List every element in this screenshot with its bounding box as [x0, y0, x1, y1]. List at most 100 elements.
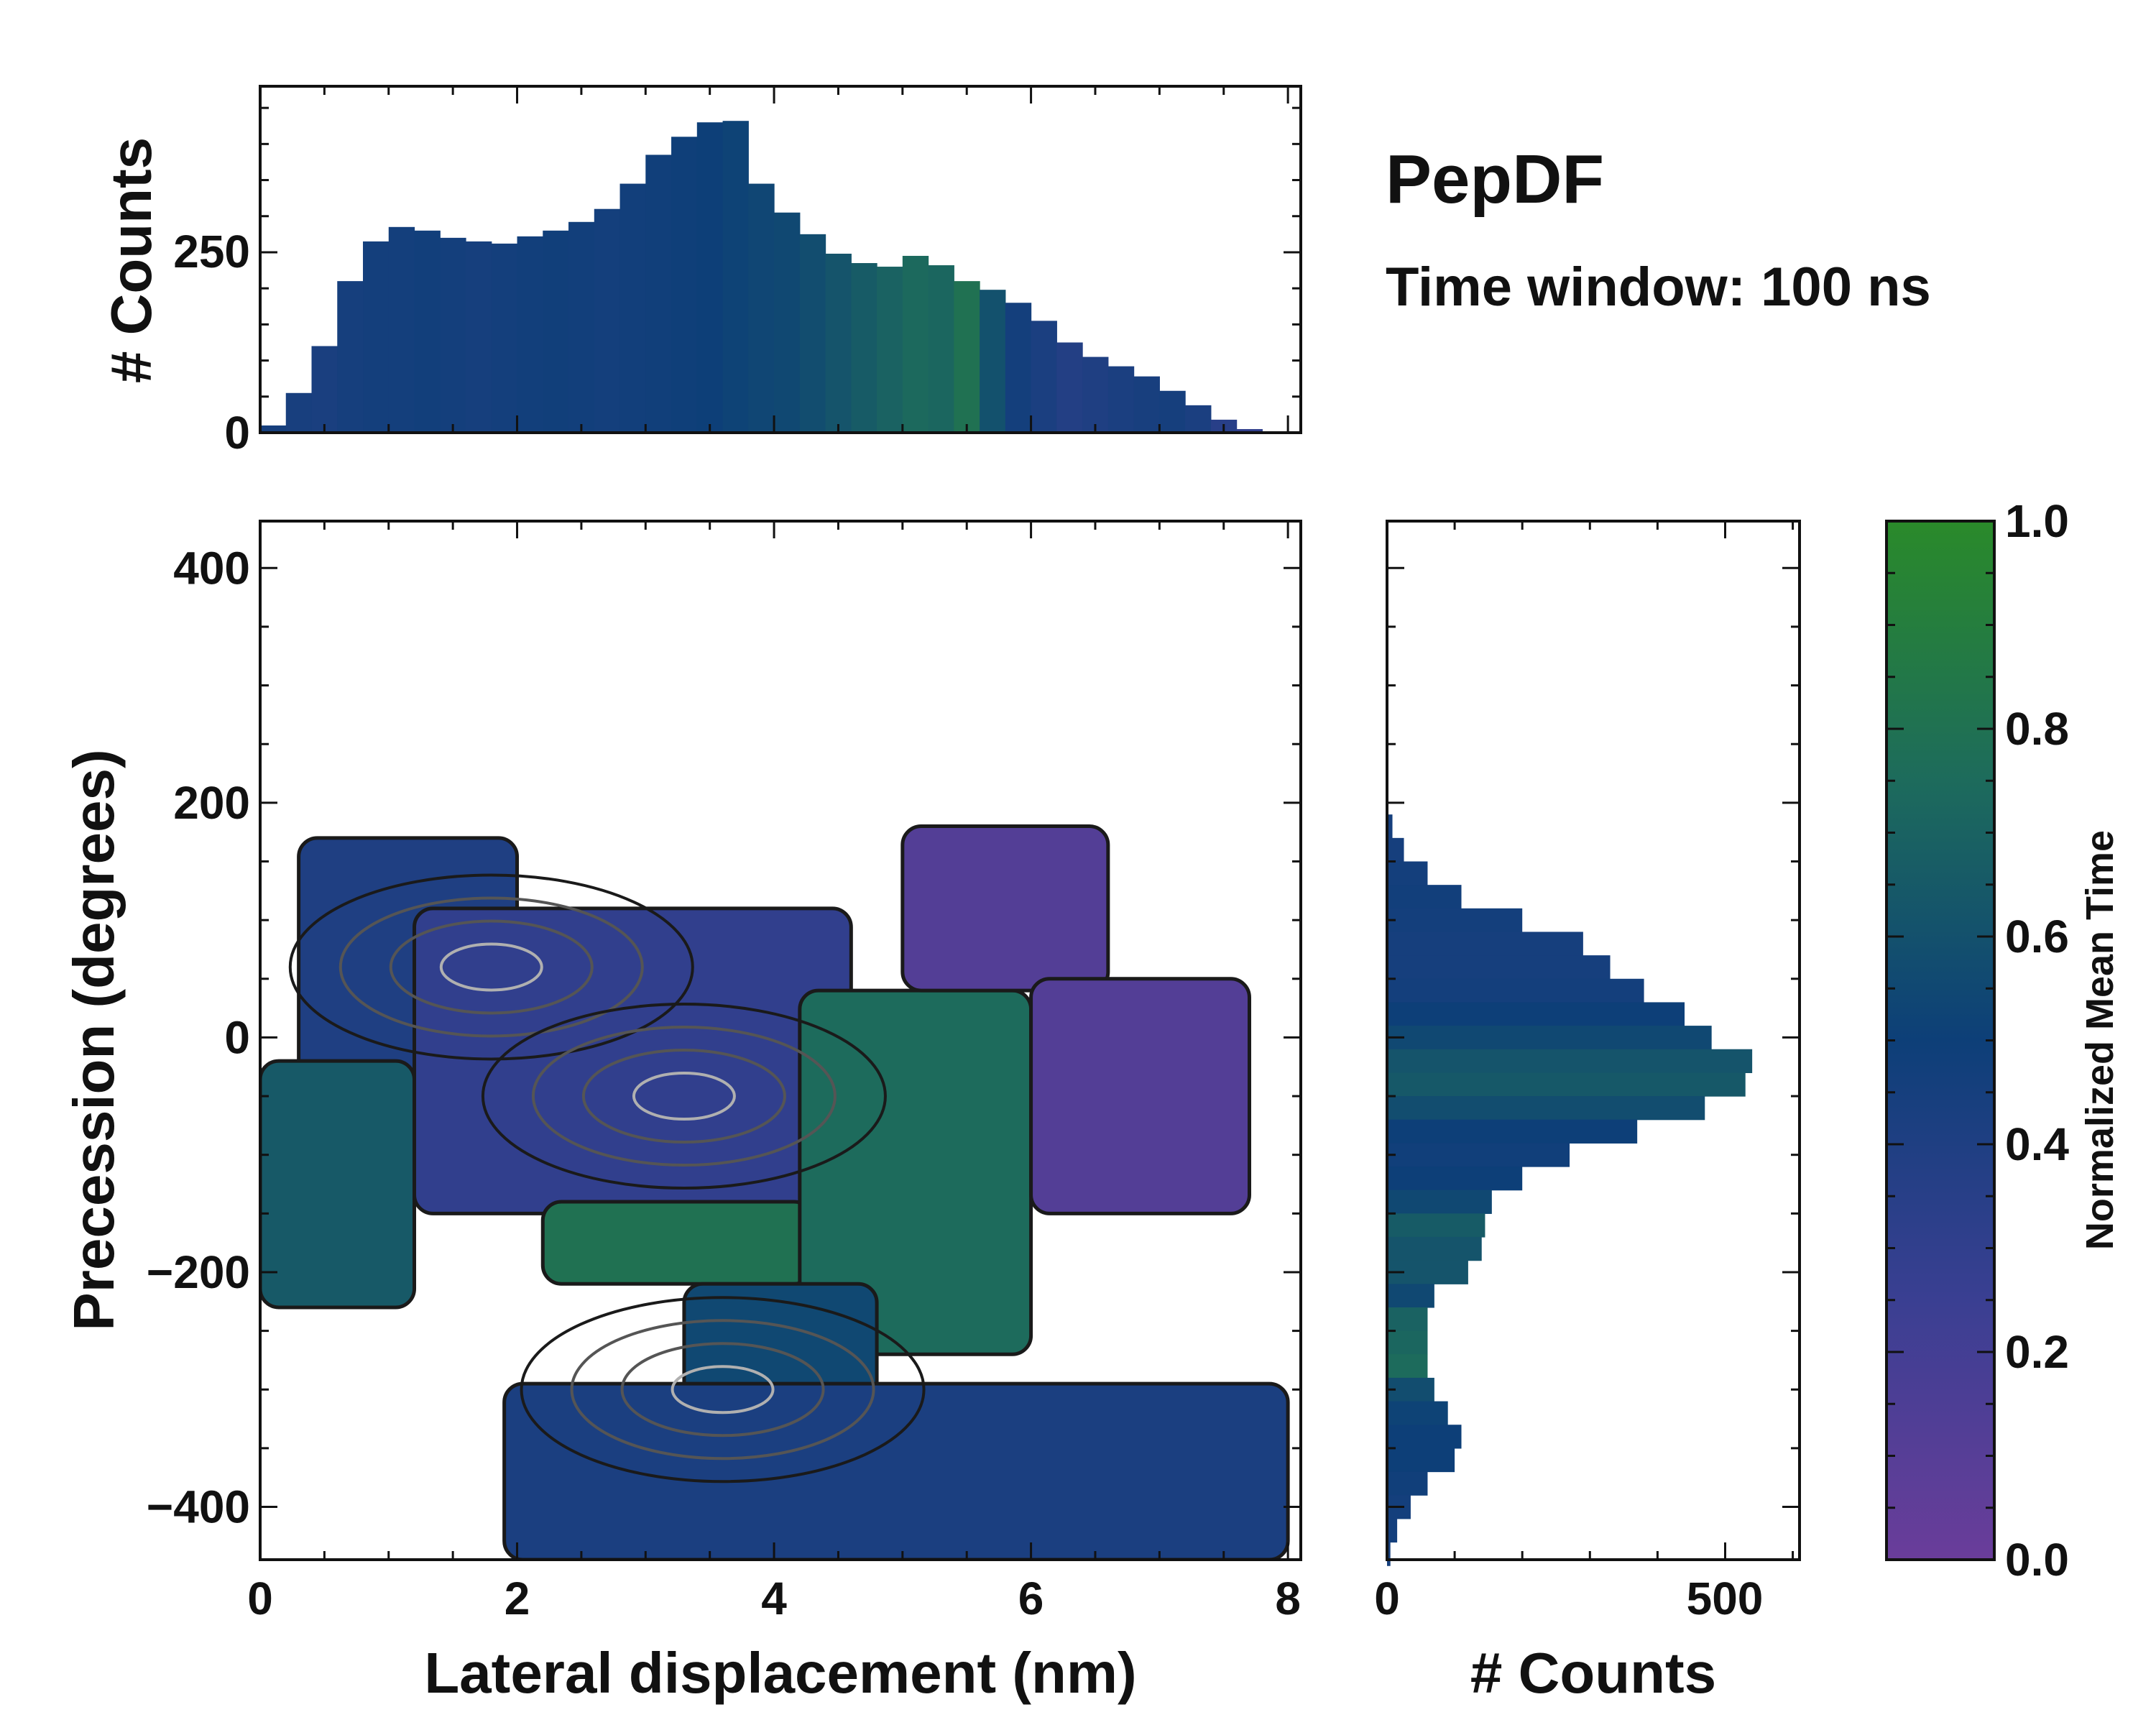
- right-histogram-bar: [1387, 978, 1644, 1003]
- top-histogram-bar: [363, 241, 390, 433]
- top-histogram-bar: [414, 230, 441, 433]
- density-contour: [531, 1026, 837, 1167]
- top-histogram-frame: [259, 85, 1302, 434]
- right-histogram-ticks: [1386, 521, 1800, 1560]
- density-contour: [581, 1049, 786, 1144]
- heatmap-region: [413, 906, 853, 1215]
- colorbar-tick-label: 0.6: [2005, 911, 2069, 962]
- figure-subtitle: Time window: 100 ns: [1386, 257, 1931, 318]
- main-ytick-label: −400: [147, 1481, 250, 1533]
- right-histogram-bar: [1387, 1471, 1428, 1496]
- main-ytick-label: 0: [224, 1011, 250, 1063]
- top-histogram-ticks: [259, 86, 1301, 434]
- right-histogram-bar: [1387, 1401, 1448, 1425]
- colorbar-tick-label: 1.0: [2005, 495, 2069, 547]
- colorbar-tick-label: 0.2: [2005, 1326, 2069, 1378]
- right-histogram-bar: [1387, 1307, 1428, 1332]
- main-xtick-labels: 0 2 4 6 8: [247, 1573, 1301, 1624]
- density-contour: [439, 942, 543, 992]
- right-histogram-bar: [1387, 1002, 1685, 1026]
- density-contour: [671, 1365, 775, 1414]
- right-histogram-panel: 0 500 # Counts: [1374, 520, 1801, 1705]
- top-histogram-bar: [774, 212, 801, 433]
- colorbar-tick-label: 0.8: [2005, 703, 2069, 755]
- colorbar-label: Normalized Mean Time: [2078, 830, 2122, 1250]
- right-histogram-bar: [1387, 861, 1428, 886]
- figure-title: PepDF: [1386, 141, 1604, 218]
- density-contour: [481, 1003, 887, 1190]
- main-heatmap-panel: 0 2 4 6 8 400 200 0 −200 −400 Lateral displaceme…: [62, 520, 1302, 1705]
- right-xtick-label-500: 500: [1687, 1573, 1764, 1624]
- top-histogram-bar: [1056, 342, 1083, 433]
- top-histogram-bar: [619, 183, 646, 433]
- top-histogram-ylabel: # Counts: [99, 137, 163, 383]
- right-histogram-frame: [1386, 520, 1801, 1561]
- right-histogram-bar: [1387, 955, 1611, 980]
- right-histogram-bar: [1387, 1448, 1455, 1473]
- top-histogram-bar: [851, 263, 877, 433]
- right-histogram-bar: [1387, 1518, 1398, 1543]
- density-contour: [632, 1072, 736, 1121]
- heatmap-region: [900, 824, 1110, 993]
- top-histogram-bar: [825, 253, 852, 433]
- top-histogram-bar: [1005, 303, 1032, 433]
- right-histogram-bar: [1387, 1190, 1492, 1214]
- right-histogram-xlabel: # Counts: [1470, 1641, 1716, 1705]
- main-ytick-label: 400: [173, 542, 250, 594]
- top-histogram-bar: [902, 255, 929, 433]
- top-histogram-bar: [799, 234, 826, 433]
- colorbar-tick-labels: 0.0 0.2 0.4 0.6 0.8 1.0: [2005, 495, 2069, 1586]
- colorbar-ticks: [1886, 520, 1994, 1561]
- main-ytick-label: 200: [173, 777, 250, 829]
- right-histogram-bar: [1387, 932, 1583, 956]
- top-histogram-bar: [980, 290, 1006, 433]
- right-histogram-bar: [1387, 1236, 1482, 1261]
- right-histogram-bar: [1387, 1143, 1570, 1167]
- top-histogram-bar: [543, 230, 569, 433]
- heatmap-region: [1029, 977, 1251, 1215]
- heatmap-region: [502, 1381, 1290, 1560]
- right-histogram-bar: [1387, 1284, 1434, 1308]
- density-contour: [389, 919, 594, 1015]
- density-contours: [288, 873, 926, 1484]
- right-histogram-bar: [1387, 1425, 1462, 1449]
- top-histogram-bar: [594, 208, 621, 433]
- main-ytick-label: −200: [147, 1246, 250, 1298]
- density-contour: [570, 1319, 875, 1460]
- density-contour: [520, 1296, 926, 1484]
- top-histogram-bar: [1107, 366, 1135, 433]
- right-histogram-bars: [1387, 814, 1753, 1566]
- main-ytick-labels: 400 200 0 −200 −400: [147, 542, 250, 1532]
- top-histogram-bars: [260, 121, 1263, 433]
- colorbar-tick-label: 0.4: [2005, 1118, 2069, 1170]
- top-histogram-panel: 0 250 # Counts: [99, 85, 1302, 459]
- right-histogram-bar: [1387, 1213, 1485, 1238]
- top-histogram-bar: [466, 241, 492, 433]
- main-xtick-label: 2: [505, 1573, 530, 1624]
- main-ylabel: Precession (degrees): [62, 749, 126, 1330]
- main-heatmap-ticks: [259, 521, 1301, 1560]
- colorbar: 0.0 0.2 0.4 0.6 0.8 1.0 Normalized Mean Time: [1885, 495, 2122, 1586]
- colorbar-tick-label: 0.0: [2005, 1534, 2069, 1586]
- right-histogram-bar: [1387, 1119, 1638, 1144]
- right-histogram-bar: [1387, 1072, 1746, 1097]
- colorbar-gradient: [1885, 520, 1996, 1561]
- top-histogram-bar: [671, 137, 698, 433]
- main-xlabel: Lateral displacement (nm): [424, 1641, 1136, 1705]
- right-histogram-bar: [1387, 814, 1393, 839]
- top-histogram-bar: [285, 392, 313, 433]
- top-ytick-label-250: 250: [173, 226, 250, 277]
- right-histogram-bar: [1387, 1330, 1428, 1355]
- top-histogram-bar: [1236, 428, 1263, 433]
- top-histogram-bar: [260, 425, 287, 433]
- right-histogram-bar: [1387, 1354, 1428, 1379]
- top-histogram-bar: [440, 237, 466, 433]
- density-contour: [288, 873, 694, 1061]
- right-histogram-bar: [1387, 1096, 1705, 1121]
- top-histogram-bar: [491, 243, 518, 433]
- right-xtick-label-0: 0: [1374, 1573, 1400, 1624]
- top-histogram-bar: [1031, 321, 1057, 433]
- top-histogram-bar: [722, 121, 749, 433]
- right-histogram-bar: [1387, 1049, 1753, 1074]
